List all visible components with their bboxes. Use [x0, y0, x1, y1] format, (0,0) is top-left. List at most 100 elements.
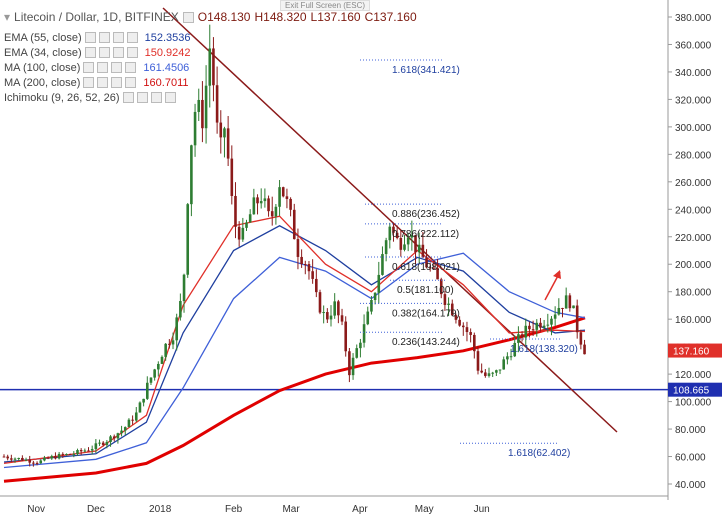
candle-body	[487, 373, 491, 376]
more-icon[interactable]	[126, 32, 138, 43]
open-value: O148.130	[197, 10, 251, 24]
exit-fullscreen-button[interactable]: Exit Full Screen (ESC)	[280, 0, 371, 11]
candle-body	[105, 441, 109, 445]
candle-body	[248, 214, 252, 223]
gear-icon[interactable]	[136, 92, 148, 103]
candle-body	[57, 453, 61, 459]
candle-body	[300, 256, 303, 264]
indicator-name: Ichimoku (9, 26, 52, 26)	[4, 91, 120, 104]
candle-body	[193, 111, 197, 146]
candle-body	[267, 198, 270, 212]
more-icon[interactable]	[126, 47, 138, 58]
close-value: C137.160	[364, 10, 417, 24]
candle-body	[484, 372, 487, 376]
fib-label: 0.236(143.244)	[392, 337, 460, 348]
eye-icon[interactable]	[122, 92, 134, 103]
candle-body	[13, 458, 17, 460]
candle-body	[465, 327, 469, 333]
candle-body	[157, 363, 160, 370]
candle-body	[21, 457, 24, 461]
gear-icon[interactable]	[182, 11, 194, 23]
candle-body	[432, 267, 436, 269]
gear-icon[interactable]	[97, 77, 109, 88]
candle-body	[329, 315, 333, 320]
candle-body	[524, 325, 528, 338]
dropdown-icon[interactable]: ▾	[4, 10, 11, 24]
indicator-name: MA (200, close)	[4, 76, 81, 89]
indicator-row[interactable]: EMA (55, close) 152.3536	[4, 30, 417, 45]
eye-icon[interactable]	[84, 32, 96, 43]
candle-body	[168, 343, 171, 345]
close-icon[interactable]	[111, 77, 123, 88]
candle-body	[281, 187, 285, 197]
candle-body	[175, 317, 178, 341]
ma100-line	[3, 252, 586, 469]
candle-body	[39, 460, 43, 464]
eye-icon[interactable]	[84, 47, 96, 58]
candle-body	[458, 319, 461, 326]
close-icon[interactable]	[112, 32, 124, 43]
candle-body	[439, 279, 443, 295]
indicator-row[interactable]: MA (100, close) 161.4506	[4, 60, 417, 75]
indicator-name: EMA (34, close)	[4, 46, 82, 59]
candle-body	[24, 459, 28, 461]
indicator-value: 160.7011	[143, 76, 189, 89]
candle-body	[138, 402, 142, 413]
close-icon[interactable]	[150, 92, 162, 103]
candle-body	[528, 325, 531, 330]
fib-label: 0.618(198.021)	[392, 262, 460, 273]
candle-body	[120, 430, 123, 434]
indicator-row[interactable]: MA (200, close) 160.7011	[4, 75, 417, 90]
candle-body	[421, 244, 425, 258]
indicator-row[interactable]: EMA (34, close) 150.9242	[4, 45, 417, 60]
candle-body	[186, 204, 190, 275]
candle-body	[326, 312, 329, 320]
candle-body	[546, 324, 550, 326]
gear-icon[interactable]	[98, 32, 110, 43]
candle-body	[98, 442, 101, 444]
y-tick-label: 240.000	[675, 205, 712, 216]
eye-icon[interactable]	[83, 77, 95, 88]
candle-body	[127, 419, 131, 428]
candle-body	[215, 85, 219, 123]
candle-body	[403, 244, 406, 250]
indicator-row[interactable]: Ichimoku (9, 26, 52, 26)	[4, 90, 417, 105]
more-icon[interactable]	[125, 77, 137, 88]
candle-body	[381, 254, 384, 275]
candle-body	[46, 457, 50, 459]
candle-body	[296, 239, 300, 257]
candle-body	[450, 303, 454, 316]
candle-body	[579, 332, 583, 345]
candle-body	[410, 235, 414, 238]
close-icon[interactable]	[112, 47, 124, 58]
candle-body	[123, 427, 127, 431]
candle-body	[322, 312, 325, 314]
candle-body	[87, 450, 90, 452]
gear-icon[interactable]	[97, 62, 109, 73]
candle-body	[337, 301, 340, 316]
candle-body	[171, 340, 175, 345]
candle-body	[417, 244, 421, 253]
gear-icon[interactable]	[98, 47, 110, 58]
more-icon[interactable]	[164, 92, 176, 103]
more-icon[interactable]	[125, 62, 137, 73]
eye-icon[interactable]	[83, 62, 95, 73]
candle-body	[344, 321, 348, 352]
candle-body	[17, 457, 20, 459]
candle-body	[447, 303, 450, 305]
candle-body	[204, 85, 208, 129]
candle-body	[274, 206, 278, 217]
legend: ▾ Litecoin / Dollar, 1D, BITFINEX O148.1…	[4, 10, 417, 105]
support-price-tag	[668, 382, 722, 397]
candle-body	[32, 462, 35, 464]
close-icon[interactable]	[111, 62, 123, 73]
symbol-header: ▾ Litecoin / Dollar, 1D, BITFINEX O148.1…	[4, 10, 417, 24]
candle-body	[399, 238, 403, 250]
candle-body	[10, 458, 13, 460]
candle-body	[28, 459, 32, 463]
candle-body	[495, 370, 498, 373]
y-tick-label: 220.000	[675, 233, 712, 244]
current-price-tag	[668, 343, 722, 358]
